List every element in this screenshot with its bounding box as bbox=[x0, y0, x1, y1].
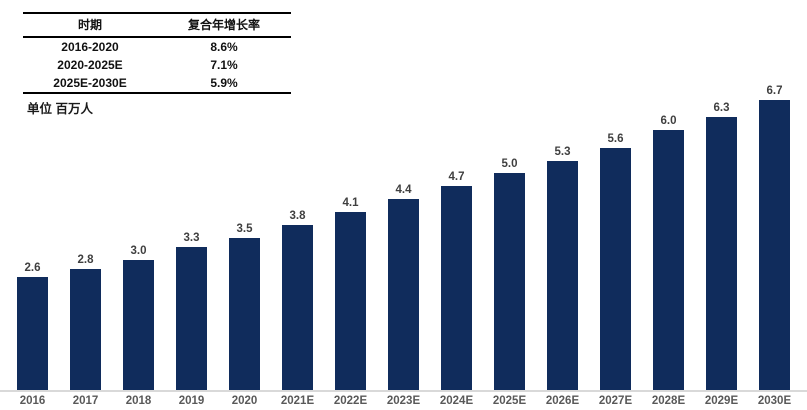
cagr-cell: 5.9% bbox=[210, 76, 238, 90]
bar-value-label: 6.7 bbox=[766, 85, 783, 97]
bar-value-label: 2.8 bbox=[77, 254, 94, 266]
x-axis-label: 2018 bbox=[125, 395, 152, 407]
x-axis-label: 2021E bbox=[280, 395, 315, 407]
bar bbox=[441, 186, 472, 390]
x-axis-label: 2026E bbox=[545, 395, 580, 407]
period-cell: 2025E-2030E bbox=[53, 76, 127, 90]
bar-value-label: 6.0 bbox=[660, 115, 677, 127]
bar-column: 6.0 bbox=[642, 115, 695, 390]
period-cell: 2020-2025E bbox=[57, 58, 123, 72]
unit-label: 单位 百万人 bbox=[27, 102, 93, 116]
bar-column: 6.7 bbox=[748, 85, 801, 390]
x-axis-label: 2016 bbox=[19, 395, 46, 407]
bar-chart: 2.6 2.8 3.0 3.3 3.5 3.8 4.1 4.4 4.7 5.0 5.3 5.6 6.0 6… bbox=[0, 85, 807, 407]
bar-value-label: 6.3 bbox=[713, 102, 730, 114]
cagr-table: 时期 复合年增长率 2016-2020 8.6% 2020-2025E 7.1%… bbox=[23, 12, 291, 94]
x-axis-label: 2020 bbox=[231, 395, 258, 407]
bar-value-label: 4.4 bbox=[395, 184, 412, 196]
bar-value-label: 3.0 bbox=[130, 245, 147, 257]
bar-column: 2.6 bbox=[6, 262, 59, 390]
cagr-table-row: 2020-2025E 7.1% bbox=[23, 56, 291, 74]
x-axis-label: 2019 bbox=[178, 395, 205, 407]
cagr-table-row: 2016-2020 8.6% bbox=[23, 38, 291, 56]
bar bbox=[176, 247, 207, 390]
bar bbox=[653, 130, 684, 390]
bar bbox=[123, 260, 154, 390]
cagr-table-row: 2025E-2030E 5.9% bbox=[23, 74, 291, 92]
bar-value-label: 3.5 bbox=[236, 223, 253, 235]
bar bbox=[335, 212, 366, 390]
bar bbox=[759, 100, 790, 390]
x-axis-label: 2024E bbox=[439, 395, 474, 407]
bar bbox=[229, 238, 260, 390]
bar bbox=[282, 225, 313, 390]
bar-column: 2.8 bbox=[59, 254, 112, 390]
bar bbox=[70, 269, 101, 390]
bar bbox=[388, 199, 419, 390]
bar-value-label: 3.3 bbox=[183, 232, 200, 244]
cagr-cell: 8.6% bbox=[210, 40, 238, 54]
bar bbox=[17, 277, 48, 390]
period-cell: 2016-2020 bbox=[61, 40, 119, 54]
cagr-cell: 7.1% bbox=[210, 58, 238, 72]
bar-column: 5.6 bbox=[589, 133, 642, 390]
x-axis-label: 2022E bbox=[333, 395, 368, 407]
bar-value-label: 3.8 bbox=[289, 210, 306, 222]
x-axis-label: 2023E bbox=[386, 395, 421, 407]
cagr-table-header-cagr: 复合年增长率 bbox=[187, 18, 260, 32]
x-axis-label: 2025E bbox=[492, 395, 527, 407]
bar bbox=[600, 148, 631, 390]
bar-column: 3.0 bbox=[112, 245, 165, 390]
x-axis-label: 2028E bbox=[651, 395, 686, 407]
plot-area: 2.6 2.8 3.0 3.3 3.5 3.8 4.1 4.4 4.7 5.0 5.3 5.6 6.0 6… bbox=[0, 85, 807, 392]
bar-column: 4.4 bbox=[377, 184, 430, 390]
cagr-table-header: 时期 复合年增长率 bbox=[23, 14, 291, 38]
cagr-table-header-period: 时期 bbox=[77, 18, 102, 32]
x-axis-label: 2027E bbox=[598, 395, 633, 407]
bar-value-label: 4.7 bbox=[448, 171, 465, 183]
x-axis: 2016 2017 2018 2019 2020 2021E 2022E 2023E 2024E… bbox=[0, 392, 807, 407]
bar-column: 3.5 bbox=[218, 223, 271, 390]
bar-value-label: 5.3 bbox=[554, 146, 571, 158]
bar bbox=[494, 173, 525, 390]
bar-value-label: 5.6 bbox=[607, 133, 624, 145]
bar-column: 4.1 bbox=[324, 197, 377, 390]
bar bbox=[547, 161, 578, 390]
bar-value-label: 5.0 bbox=[501, 158, 518, 170]
bar-value-label: 4.1 bbox=[342, 197, 359, 209]
bar bbox=[706, 117, 737, 390]
x-axis-label: 2017 bbox=[72, 395, 99, 407]
bar-column: 3.8 bbox=[271, 210, 324, 390]
bar-column: 3.3 bbox=[165, 232, 218, 390]
x-axis-label: 2030E bbox=[757, 395, 792, 407]
bar-column: 5.3 bbox=[536, 146, 589, 390]
bar-value-label: 2.6 bbox=[24, 262, 41, 274]
bar-column: 5.0 bbox=[483, 158, 536, 390]
x-axis-label: 2029E bbox=[704, 395, 739, 407]
bar-column: 4.7 bbox=[430, 171, 483, 390]
bar-column: 6.3 bbox=[695, 102, 748, 390]
